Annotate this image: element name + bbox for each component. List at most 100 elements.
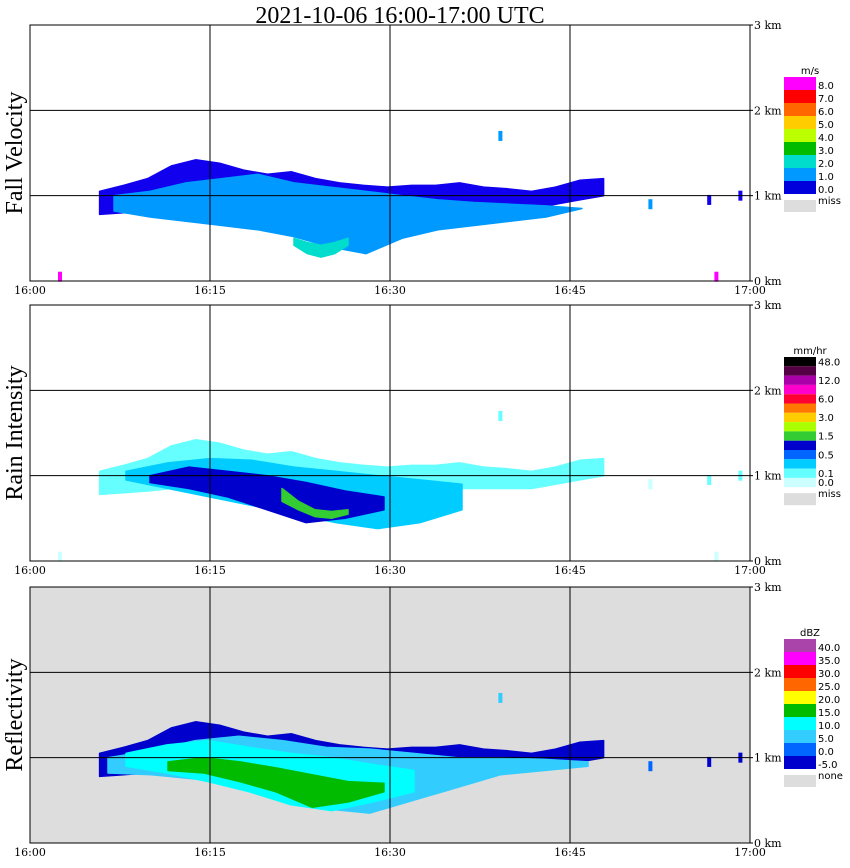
- legend-miss-label: none: [818, 771, 843, 782]
- legend-label: 0.0: [818, 478, 834, 489]
- x-tick-label: 16:15: [194, 846, 226, 859]
- panel-fall-velocity: 0 km 1 km 2 km 3 km 16:00 16:15 16:30 16:45 17:0…: [2, 19, 841, 297]
- legend-swatch: [784, 743, 816, 756]
- y-tick-label: 3 km: [754, 581, 782, 594]
- y-tick-label: 1 km: [754, 190, 782, 203]
- y-tick-label: 0 km: [754, 837, 782, 850]
- data-spot-5: [714, 551, 719, 562]
- panel-reflectivity: 0 km 1 km 2 km 3 km 16:00 16:15 16:30 16:45 17:0…: [2, 581, 843, 859]
- panel-ylabel: Fall Velocity: [2, 92, 28, 215]
- data-spot-5: [714, 271, 719, 282]
- y-tick-label: 2 km: [754, 666, 782, 679]
- panel-frame: [29, 24, 751, 282]
- y-tick-label: 2 km: [754, 384, 782, 397]
- x-tick-label: 16:15: [194, 284, 226, 297]
- legend-swatch: [784, 375, 816, 385]
- legend-label: -5.0: [818, 760, 838, 771]
- legend-swatch: [784, 431, 816, 441]
- y-tick-label: 0 km: [754, 275, 782, 288]
- panel-rain-intensity: 0 km 1 km 2 km 3 km 16:00 16:15 16:30 16:45 17:0…: [2, 299, 841, 577]
- panel-frame: [29, 586, 751, 844]
- y-tick-label: 3 km: [754, 299, 782, 312]
- x-tick-label: 16:00: [14, 284, 46, 297]
- x-tick-label: 16:45: [554, 284, 586, 297]
- legend-label: 6.0: [818, 107, 834, 118]
- legend-swatch: [784, 129, 816, 142]
- legend-swatch: [784, 155, 816, 168]
- legend-swatch: [784, 168, 816, 181]
- data-spot-1: [648, 199, 653, 210]
- legend-label: 15.0: [818, 708, 840, 719]
- legend-swatch: [784, 403, 816, 413]
- x-tick-label: 17:00: [734, 284, 766, 297]
- legend-miss-swatch: [784, 493, 816, 506]
- legend-swatch: [784, 639, 816, 652]
- legend-swatch: [784, 652, 816, 665]
- legend-swatch: [784, 477, 816, 488]
- legend-swatch: [784, 142, 816, 155]
- panel-ylabel: Reflectivity: [2, 658, 28, 771]
- legend-label: 4.0: [818, 133, 834, 144]
- legend-swatch: [784, 394, 816, 404]
- legend-label: 2.0: [818, 159, 834, 170]
- legend-label: 25.0: [818, 682, 840, 693]
- legend-swatch: [784, 704, 816, 717]
- data-spot-1: [648, 761, 653, 772]
- legend-label: 5.0: [818, 734, 834, 745]
- data-band-3: [167, 756, 385, 808]
- legend-swatch: [784, 440, 816, 450]
- data-spot-0: [498, 692, 503, 703]
- legend-label: 30.0: [818, 669, 840, 680]
- legend-label: 1.5: [818, 432, 834, 443]
- legend-label: 12.0: [818, 376, 840, 387]
- legend-label: 10.0: [818, 721, 840, 732]
- x-tick-label: 16:15: [194, 564, 226, 577]
- legend-swatch: [784, 691, 816, 704]
- data-band-3: [281, 487, 349, 520]
- legend-swatch: [784, 77, 816, 90]
- legend-label: 0.0: [818, 747, 834, 758]
- legend-swatch: [784, 412, 816, 423]
- legend-label: 7.0: [818, 94, 834, 105]
- data-spot-0: [498, 410, 503, 421]
- legend-swatch: [784, 450, 816, 460]
- x-tick-label: 16:00: [14, 564, 46, 577]
- legend-unit: dBZ: [800, 628, 820, 639]
- legend-unit: mm/hr: [793, 346, 827, 357]
- legend-label: 40.0: [818, 643, 840, 654]
- legend-swatch: [784, 366, 816, 376]
- legend-unit: m/s: [801, 66, 819, 77]
- legend-swatch: [784, 665, 816, 678]
- y-tick-label: 2 km: [754, 104, 782, 117]
- data-spot-2: [707, 194, 712, 205]
- legend-miss-swatch: [784, 200, 816, 212]
- legend-swatch: [784, 90, 816, 103]
- data-band-2: [293, 237, 349, 258]
- legend-swatch: [784, 756, 816, 769]
- legend-label: 0.0: [818, 185, 834, 196]
- data-band-1: [113, 173, 583, 255]
- legend-label: 5.0: [818, 120, 834, 131]
- legend-swatch: [784, 357, 816, 367]
- legend-swatch: [784, 678, 816, 691]
- x-tick-label: 16:30: [374, 846, 406, 859]
- legend-miss-swatch: [784, 775, 816, 787]
- legend-label: 1.0: [818, 172, 834, 183]
- legend: dBZ 40.0 35.0 30.0 25.0 20.0 15.0 10.0 5.0 0.0 -5.…: [784, 628, 843, 787]
- legend-label: 6.0: [818, 395, 834, 406]
- data-spot-4: [58, 271, 62, 282]
- legend-swatch: [784, 422, 816, 432]
- legend-swatch: [784, 730, 816, 743]
- x-tick-label: 16:00: [14, 846, 46, 859]
- legend-swatch: [784, 468, 816, 478]
- legend-label: 0.1: [818, 469, 834, 480]
- legend-swatch: [784, 181, 816, 194]
- legend-swatch: [784, 717, 816, 730]
- panel-ylabel: Rain Intensity: [2, 365, 28, 500]
- x-tick-label: 16:30: [374, 564, 406, 577]
- legend-label: 48.0: [818, 357, 840, 368]
- legend-label: 35.0: [818, 656, 840, 667]
- legend-miss-label: miss: [818, 489, 841, 500]
